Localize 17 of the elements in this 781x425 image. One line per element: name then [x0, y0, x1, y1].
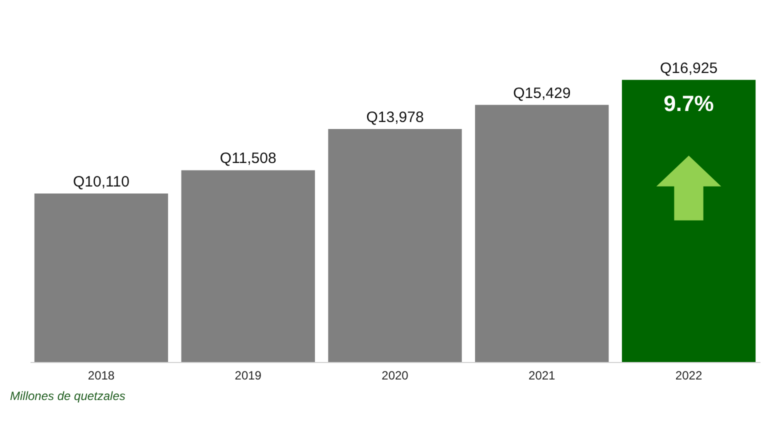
x-tick-label: 2022 — [675, 368, 702, 382]
bar — [475, 104, 609, 362]
bar — [622, 80, 756, 362]
bar — [181, 170, 315, 362]
data-label: Q13,978 — [366, 109, 424, 126]
data-label: Q15,429 — [513, 84, 571, 102]
x-tick-label: 2018 — [88, 368, 115, 382]
x-tick-label: 2021 — [528, 368, 556, 382]
annotation: 9.7% — [664, 91, 714, 116]
bar — [328, 129, 462, 362]
data-label: Q16,925 — [660, 60, 718, 77]
data-label: Q10,110 — [73, 174, 130, 190]
data-label: Q11,508 — [220, 150, 276, 168]
x-tick-label: 2019 — [234, 368, 262, 382]
bar — [34, 194, 168, 362]
text: Millones de quetzales — [10, 389, 126, 403]
x-tick-label: 2020 — [382, 368, 409, 382]
